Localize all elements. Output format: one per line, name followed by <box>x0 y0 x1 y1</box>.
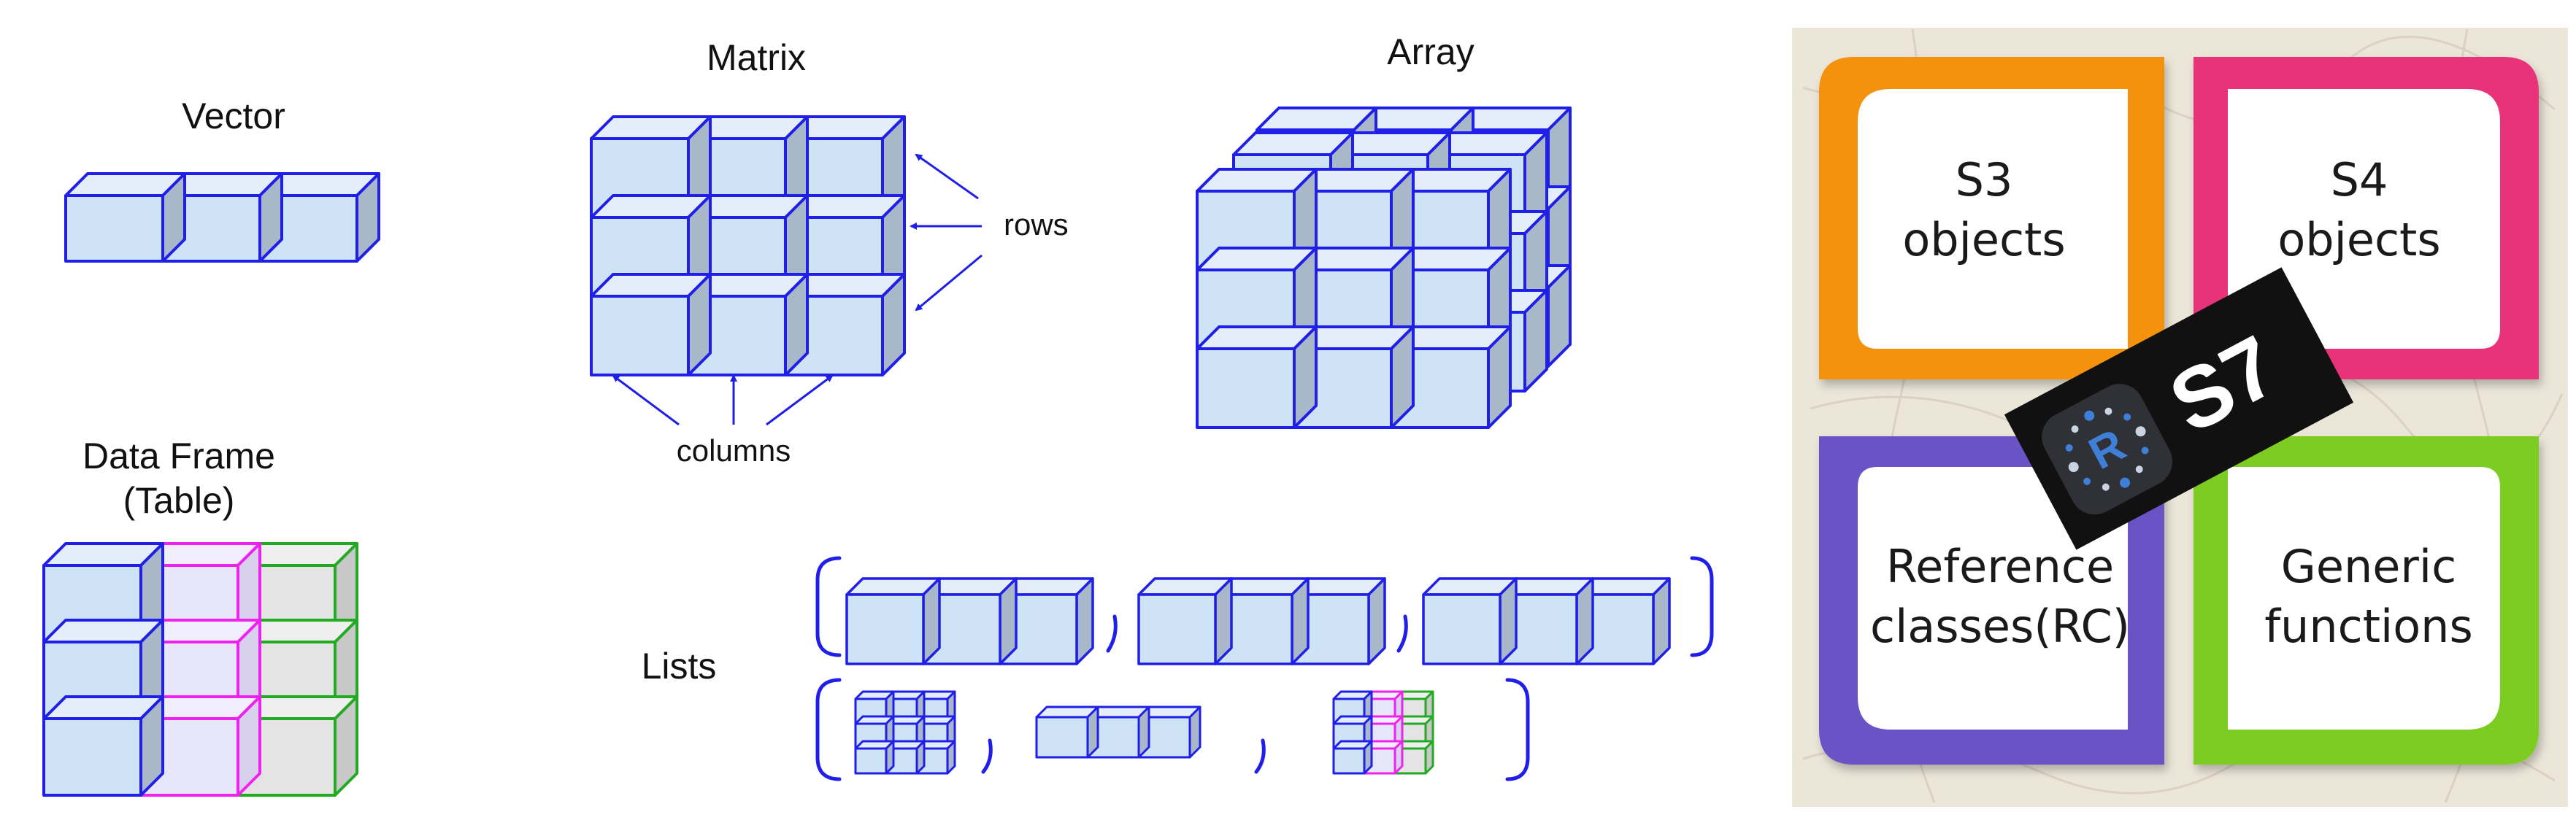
list-small-vector-cell <box>1086 705 1150 759</box>
list-small-vector-cell <box>1035 705 1099 759</box>
s3-objects-card <box>1819 57 2164 379</box>
r-logo-dot <box>2120 477 2131 488</box>
matrix-cell <box>590 273 712 376</box>
list-dataframe-cell <box>1332 740 1373 775</box>
r-logo-dot <box>2084 410 2095 421</box>
lists-label: Lists <box>642 646 717 687</box>
r-logo-dot <box>2104 407 2112 415</box>
s3-objects-line2: objects <box>1902 213 2065 266</box>
list-vector-cell <box>1422 577 1518 665</box>
list-vector-cell <box>1499 577 1594 665</box>
dataframe-label-line1: Data Frame <box>82 436 275 476</box>
vector-cell <box>258 172 380 263</box>
list-comma-4 <box>1254 738 1266 774</box>
list-comma-3 <box>981 738 993 774</box>
dataframe-label-line2: (Table) <box>123 480 235 521</box>
columns-arrow-right <box>766 374 834 426</box>
r-logo-dot <box>2071 425 2079 433</box>
list-bracket-left-top <box>815 556 842 657</box>
reference-classes-line2: classes(RC) <box>1870 600 2130 653</box>
r-logo-dot <box>2123 413 2131 421</box>
list-bracket-right-top <box>1690 556 1714 657</box>
vector-cell <box>64 172 186 263</box>
gf-card-face <box>2228 467 2500 730</box>
s3-card-face <box>1858 89 2128 349</box>
r-logo-dot-ring <box>2065 407 2149 491</box>
list-comma-2 <box>1396 614 1408 653</box>
r-logo-dot <box>2135 426 2146 437</box>
s4-objects-line1: S4 <box>2331 153 2388 206</box>
s4-card-face <box>2228 89 2500 349</box>
list-brackets <box>815 556 1714 781</box>
r-logo-dot <box>2135 465 2143 473</box>
r-logo-dot <box>2083 477 2091 485</box>
list-comma-1 <box>1106 614 1118 653</box>
rows-arrow-bottom <box>915 254 983 312</box>
list-vector-cell <box>999 577 1094 665</box>
dataframe-cell <box>42 695 164 797</box>
rows-label: rows <box>1004 207 1069 241</box>
array-cell <box>1196 325 1318 429</box>
matrix-cell <box>687 273 809 376</box>
r-logo-dot <box>2065 444 2073 452</box>
array-cell <box>1293 325 1415 429</box>
matrix-diagram <box>590 115 906 376</box>
vector-diagram <box>64 172 380 263</box>
list-bracket-right-bottom <box>1505 678 1530 781</box>
s4-objects-line2: objects <box>2277 213 2440 266</box>
s7-badge: R S7 <box>2004 267 2354 550</box>
list-vector-cell <box>1575 577 1671 665</box>
list-matrix-cell <box>854 740 895 775</box>
list-small-vector-cell <box>1137 705 1202 759</box>
rc-card-face <box>1858 467 2128 730</box>
list-vector-cell <box>845 577 941 665</box>
rows-arrow-top <box>915 153 979 200</box>
vector-cell <box>161 172 283 263</box>
array-label: Array <box>1387 31 1474 72</box>
vector-label: Vector <box>182 96 285 136</box>
dataframe-cell <box>237 695 358 797</box>
generic-functions-line2: functions <box>2264 600 2473 653</box>
matrix-label: Matrix <box>707 37 806 78</box>
list-bracket-left-bottom <box>815 678 842 781</box>
dataframe-diagram <box>42 542 358 797</box>
r-logo-dot <box>2068 462 2079 473</box>
oop-panel: S3 objects S4 objects Reference classes(… <box>1792 28 2568 807</box>
matrix-cell <box>784 273 906 376</box>
list-vector-cell <box>1291 577 1386 665</box>
list-vector-cell <box>1137 577 1233 665</box>
r-logo-tile <box>2042 384 2173 515</box>
r-logo-dot <box>2102 483 2110 491</box>
generic-functions-card <box>2194 436 2539 765</box>
s3-objects-line1: S3 <box>1956 153 2013 206</box>
rows-arrows <box>910 153 983 312</box>
generic-functions-line1: Generic <box>2281 540 2456 593</box>
columns-arrow-left <box>612 374 680 426</box>
list-vector-cell <box>1214 577 1310 665</box>
r-logo-dot <box>2141 446 2149 455</box>
array-diagram <box>1196 107 1572 429</box>
array-cell <box>1390 325 1512 429</box>
columns-arrows <box>612 374 834 426</box>
lists-diagram <box>845 577 1671 775</box>
columns-label: columns <box>677 433 791 468</box>
